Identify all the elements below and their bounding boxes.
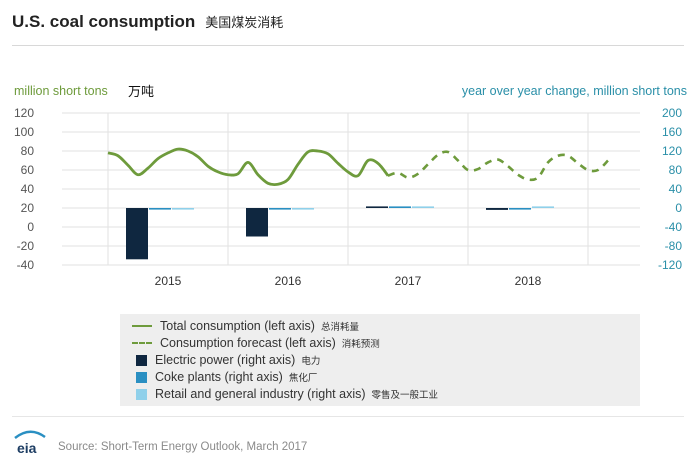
right-tick-label: 40 [669,182,683,196]
left-tick-label: -20 [17,239,35,253]
legend-item-coke: Coke plants (right axis) 焦化厂 [132,369,317,385]
bar-electric-power [366,206,388,208]
left-tick-label: 100 [14,125,34,139]
source-note: Source: Short-Term Energy Outlook, March… [58,441,308,453]
bar-coke-plants [149,208,171,210]
chart-title-row: U.S. coal consumption 美国煤炭消耗 [12,12,283,36]
left-axis-unit: million short tons [14,84,108,98]
eia-logo-arc [14,430,46,439]
bar-electric-power [126,208,148,260]
legend-swatch-solid-line [132,325,152,327]
bar-retail-industry [412,206,434,208]
footer-divider [12,416,684,417]
left-axis-unit-zh: 万吨 [128,85,155,100]
x-tick-label: 2015 [155,274,182,288]
legend-swatch-dashed-line [132,342,152,344]
bar-coke-plants [269,208,291,210]
eia-logo: eia [14,430,46,456]
right-tick-label: 0 [675,201,682,215]
right-tick-label: -80 [665,239,683,253]
left-tick-label: 60 [21,163,35,177]
legend-label-retail-zh: 零售及一般工业 [371,390,439,401]
bar-electric-power [486,208,508,210]
right-tick-label: 200 [662,106,682,120]
left-tick-label: 20 [21,201,35,215]
legend-label-total-zh: 总消耗量 [320,322,359,333]
bar-retail-industry [292,208,314,210]
right-axis-unit: year over year change, million short ton… [461,84,687,98]
x-tick-label: 2017 [395,274,422,288]
legend-label-coke: Coke plants (right axis) [155,370,283,384]
left-tick-label: 40 [21,182,35,196]
title-divider [12,45,684,46]
right-tick-label: 160 [662,125,682,139]
x-tick-label: 2016 [275,274,302,288]
right-tick-label: 120 [662,144,682,158]
right-tick-label: -40 [665,220,683,234]
legend-swatch-retail [136,388,147,400]
bar-coke-plants [389,206,411,208]
left-tick-label: -40 [17,258,35,272]
legend-label-coke-zh: 焦化厂 [288,373,318,384]
bar-retail-industry [532,206,554,208]
chart-title-zh: 美国煤炭消耗 [205,16,284,31]
coal-consumption-chart: -40 -20 0 20 40 60 80 100 120 -120 -80 -40 0 40 80 120 1… [14,106,683,288]
legend-swatch-coke [136,371,147,383]
right-tick-label: 80 [669,163,683,177]
legend-item-forecast: Consumption forecast (left axis) 消耗预测 [132,335,380,351]
legend-label-total: Total consumption (left axis) [160,319,315,333]
bar-electric-power [246,208,268,237]
legend-item-total: Total consumption (left axis) 总消耗量 [132,318,359,334]
total-consumption-line [107,147,390,187]
consumption-forecast-line [387,150,609,182]
legend-item-retail: Retail and general industry (right axis)… [132,386,438,402]
chart-title: U.S. coal consumption [12,12,196,31]
legend-label-retail: Retail and general industry (right axis) [155,387,366,401]
legend: Total consumption (left axis) 总消耗量 Consu… [120,314,640,406]
legend-swatch-electric [136,354,147,366]
bar-retail-industry [172,208,194,210]
left-tick-label: 120 [14,106,34,120]
legend-label-electric: Electric power (right axis) [155,353,296,367]
legend-label-electric-zh: 电力 [301,356,321,367]
left-tick-label: 0 [27,220,34,234]
eia-logo-text: eia [17,440,37,456]
x-tick-label: 2018 [515,274,542,288]
right-tick-label: -120 [658,258,682,272]
legend-label-forecast: Consumption forecast (left axis) [160,336,336,350]
legend-label-forecast-zh: 消耗预测 [341,339,380,350]
bar-coke-plants [509,208,531,210]
legend-item-electric: Electric power (right axis) 电力 [132,352,320,368]
left-tick-label: 80 [21,144,35,158]
